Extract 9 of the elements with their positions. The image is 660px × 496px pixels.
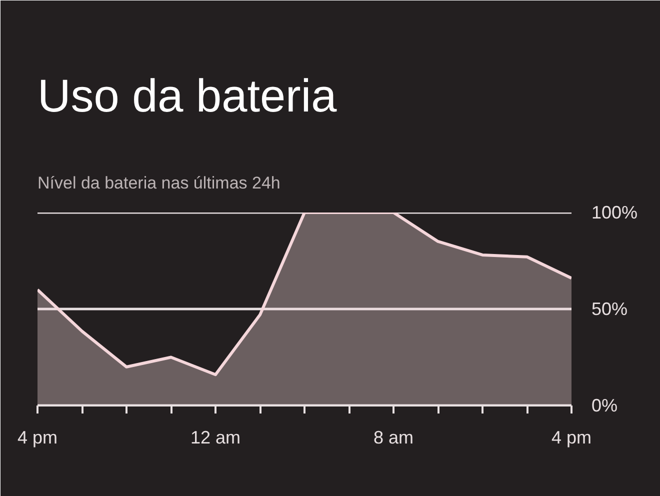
x-tick-label: 8 am bbox=[373, 428, 414, 448]
x-tick-label: 4 pm bbox=[551, 428, 592, 448]
x-tick-label: 12 am bbox=[190, 428, 241, 448]
y-tick-label: 50% bbox=[592, 299, 628, 319]
y-tick-label: 100% bbox=[592, 202, 638, 222]
chart-subtitle: Nível da bateria nas últimas 24h bbox=[38, 174, 280, 192]
y-tick-label: 0% bbox=[592, 396, 618, 416]
x-tick-label: 4 pm bbox=[17, 428, 58, 448]
chart-title: Uso da bateria bbox=[38, 70, 338, 122]
